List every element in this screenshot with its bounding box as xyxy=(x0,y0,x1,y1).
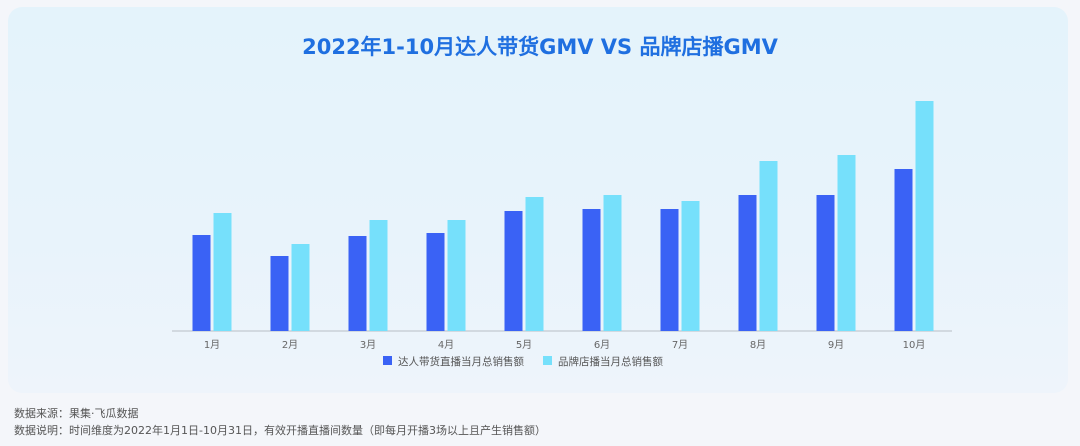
bar-talent-3 xyxy=(348,236,367,331)
x-tick-label: 6月 xyxy=(594,339,610,351)
bar-brand-7 xyxy=(681,201,700,331)
chart-title: 2022年1-10月达人带货GMV VS 品牌店播GMV xyxy=(302,35,778,59)
legend-swatch xyxy=(543,356,552,365)
x-tick-label: 10月 xyxy=(903,339,926,351)
bar-brand-10 xyxy=(915,101,934,331)
data-source-note: 数据来源：果集·飞瓜数据 xyxy=(14,407,139,420)
bar-brand-3 xyxy=(369,220,388,331)
x-tick-label: 2月 xyxy=(282,339,298,351)
data-description-note: 数据说明：时间维度为2022年1月1日-10月31日，有效开播直播间数量（即每月… xyxy=(14,424,546,437)
bar-talent-8 xyxy=(738,195,757,331)
bar-talent-1 xyxy=(192,235,211,331)
x-tick-label: 8月 xyxy=(750,339,766,351)
bar-talent-10 xyxy=(894,169,913,331)
bar-talent-4 xyxy=(426,233,445,331)
bar-brand-6 xyxy=(603,195,622,331)
bar-talent-9 xyxy=(816,195,835,331)
x-tick-label: 3月 xyxy=(360,339,376,351)
bar-talent-2 xyxy=(270,256,289,331)
bar-talent-7 xyxy=(660,209,679,331)
x-tick-label: 4月 xyxy=(438,339,454,351)
legend-swatch xyxy=(383,356,392,365)
bar-brand-2 xyxy=(291,244,310,331)
bar-talent-5 xyxy=(504,211,523,331)
bar-brand-5 xyxy=(525,197,544,331)
bar-talent-6 xyxy=(582,209,601,331)
bar-brand-9 xyxy=(837,155,856,331)
legend-label: 达人带货直播当月总销售额 xyxy=(398,355,524,368)
bar-brand-1 xyxy=(213,213,232,331)
x-tick-label: 1月 xyxy=(204,339,220,351)
bar-brand-8 xyxy=(759,161,778,331)
bar-brand-4 xyxy=(447,220,466,331)
x-tick-label: 9月 xyxy=(828,339,844,351)
x-tick-label: 5月 xyxy=(516,339,532,351)
x-tick-label: 7月 xyxy=(672,339,688,351)
legend-label: 品牌店播当月总销售额 xyxy=(558,355,663,368)
